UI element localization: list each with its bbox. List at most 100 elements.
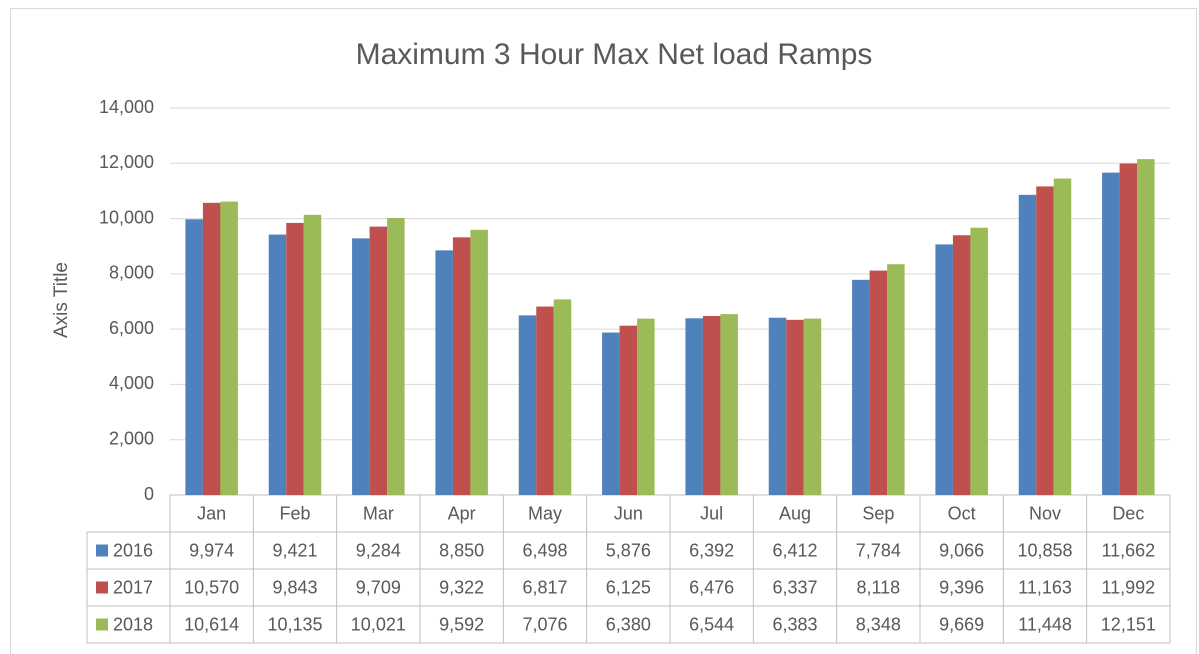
- bar: [768, 317, 787, 495]
- x-tick-label: Dec: [1112, 503, 1144, 523]
- table-value: 7,784: [856, 540, 901, 560]
- bar: [619, 325, 638, 495]
- bar: [185, 219, 203, 495]
- bar: [952, 235, 971, 496]
- bar: [702, 315, 721, 495]
- x-tick-label: Mar: [363, 503, 394, 523]
- bar: [268, 234, 287, 495]
- table-value: 12,151: [1101, 614, 1156, 634]
- table-value: 9,322: [439, 577, 484, 597]
- table-value: 6,817: [522, 577, 567, 597]
- bar: [303, 214, 322, 495]
- y-tick-label: 2,000: [109, 428, 154, 448]
- table-value: 10,570: [184, 577, 239, 597]
- table-value: 10,614: [184, 614, 239, 634]
- table-value: 8,118: [856, 577, 900, 597]
- bar: [369, 226, 388, 496]
- bar: [1102, 172, 1120, 495]
- table-value: 10,135: [267, 614, 322, 634]
- bar: [1053, 178, 1072, 496]
- bar: [803, 318, 822, 495]
- x-tick-label: Jan: [197, 503, 226, 523]
- table-value: 9,592: [439, 614, 484, 634]
- table-value: 6,544: [689, 614, 734, 634]
- bar: [935, 244, 953, 495]
- bar: [352, 238, 370, 495]
- bar: [637, 318, 655, 495]
- y-tick-label: 14,000: [99, 97, 154, 117]
- table-value: 6,412: [772, 540, 817, 560]
- table-value: 6,380: [606, 614, 651, 634]
- x-tick-label: Aug: [779, 503, 811, 523]
- bar: [435, 250, 453, 495]
- bar: [720, 314, 738, 495]
- table-value: 9,669: [939, 614, 984, 634]
- bar: [470, 229, 488, 495]
- y-tick-label: 4,000: [109, 373, 154, 393]
- bar: [553, 299, 572, 495]
- table-value: 11,992: [1101, 577, 1155, 597]
- bar: [1119, 163, 1138, 496]
- table-value: 8,348: [856, 614, 901, 634]
- x-tick-label: Feb: [279, 503, 310, 523]
- table-value: 9,421: [272, 540, 317, 560]
- chart-title: Maximum 3 Hour Max Net load Ramps: [356, 38, 873, 71]
- bar: [1018, 194, 1037, 495]
- table-value: 6,498: [522, 540, 567, 560]
- bar: [387, 217, 405, 496]
- y-tick-label: 0: [144, 484, 154, 504]
- bar: [1137, 159, 1155, 496]
- table-value: 6,337: [772, 577, 817, 597]
- x-tick-label: Oct: [948, 503, 976, 523]
- bar: [685, 318, 703, 495]
- table-value: 6,476: [689, 577, 734, 597]
- table-value: 5,876: [606, 540, 651, 560]
- x-tick-label: Jun: [614, 503, 643, 523]
- bar: [452, 237, 471, 495]
- bar: [202, 202, 221, 495]
- bar: [602, 332, 620, 495]
- x-tick-label: May: [528, 503, 562, 523]
- table-value: 9,709: [356, 577, 401, 597]
- table-value: 10,021: [351, 614, 406, 634]
- table-value: 9,284: [356, 540, 401, 560]
- x-tick-label: Nov: [1029, 503, 1061, 523]
- table-value: 9,396: [939, 577, 984, 597]
- bar: [869, 270, 888, 495]
- table-value: 8,850: [439, 540, 484, 560]
- bar: [1036, 186, 1054, 495]
- table-value: 9,974: [189, 540, 234, 560]
- table-value: 11,448: [1018, 614, 1072, 634]
- legend-key: [96, 544, 108, 557]
- y-tick-label: 6,000: [109, 318, 154, 338]
- bar: [286, 222, 304, 495]
- table-value: 6,392: [689, 540, 734, 560]
- y-tick-label: 12,000: [99, 152, 154, 172]
- x-tick-label: Apr: [448, 503, 476, 523]
- table-value: 10,858: [1017, 540, 1072, 560]
- bar: [220, 201, 238, 496]
- x-tick-label: Jul: [700, 503, 723, 523]
- y-tick-label: 8,000: [109, 263, 154, 283]
- bar: [518, 315, 537, 495]
- legend-key: [96, 581, 108, 594]
- bar: [970, 227, 988, 496]
- bar: [536, 306, 554, 495]
- y-axis-title: Axis Title: [51, 262, 72, 338]
- legend-key: [96, 618, 108, 631]
- table-value: 9,843: [272, 577, 317, 597]
- legend-label: 2017: [113, 577, 153, 597]
- table-value: 11,163: [1018, 577, 1072, 597]
- table-value: 6,125: [606, 577, 651, 597]
- bar: [887, 264, 905, 495]
- legend-label: 2016: [113, 540, 153, 560]
- table-value: 7,076: [522, 614, 567, 634]
- table-value: 9,066: [939, 540, 984, 560]
- x-tick-label: Sep: [862, 503, 894, 523]
- table-value: 6,383: [772, 614, 817, 634]
- bar: [786, 319, 804, 495]
- table-value: 11,662: [1101, 540, 1155, 560]
- legend-label: 2018: [113, 614, 153, 634]
- y-tick-label: 10,000: [99, 207, 154, 227]
